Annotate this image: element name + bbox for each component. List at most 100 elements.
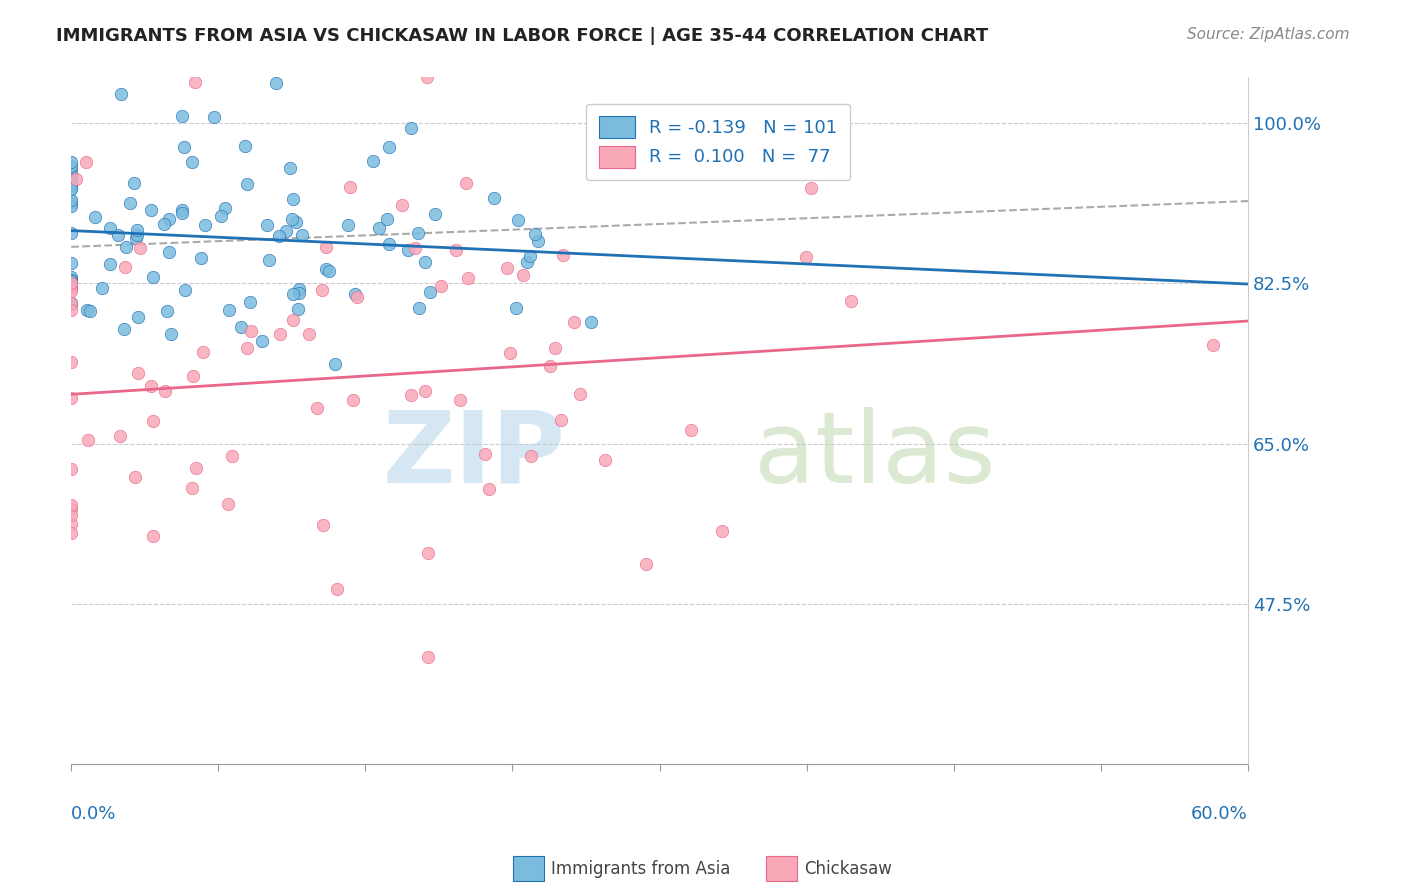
Point bbox=[112, 322, 135, 336]
Text: IMMIGRANTS FROM ASIA VS CHICKASAW IN LABOR FORCE | AGE 35-44 CORRELATION CHART: IMMIGRANTS FROM ASIA VS CHICKASAW IN LAB… bbox=[56, 27, 988, 45]
Point bbox=[430, 278, 453, 293]
Point bbox=[172, 202, 194, 217]
Point bbox=[181, 368, 204, 383]
Point bbox=[474, 447, 496, 461]
Point bbox=[98, 257, 121, 271]
Point bbox=[60, 182, 83, 196]
Point bbox=[60, 279, 83, 293]
Point bbox=[60, 199, 83, 213]
Point bbox=[281, 313, 304, 327]
Point bbox=[142, 414, 165, 428]
Point bbox=[60, 193, 83, 207]
Point bbox=[538, 359, 561, 374]
Point bbox=[269, 229, 291, 244]
Point bbox=[139, 379, 162, 393]
Point bbox=[839, 293, 862, 308]
Point bbox=[236, 341, 259, 355]
Point bbox=[264, 77, 287, 91]
Point bbox=[60, 355, 83, 369]
Point bbox=[415, 384, 437, 399]
Point bbox=[60, 462, 83, 476]
Point bbox=[236, 178, 259, 192]
Point bbox=[90, 281, 112, 295]
Point bbox=[391, 198, 413, 212]
Point bbox=[257, 252, 280, 267]
Point bbox=[60, 159, 83, 173]
Point bbox=[79, 303, 101, 318]
Point bbox=[202, 110, 225, 124]
Point bbox=[416, 70, 439, 85]
Point bbox=[413, 255, 436, 269]
Point bbox=[107, 227, 129, 242]
Point bbox=[127, 366, 149, 380]
Point bbox=[60, 276, 83, 290]
Point bbox=[60, 508, 83, 522]
Point bbox=[114, 260, 136, 274]
Point bbox=[256, 218, 278, 232]
Point bbox=[315, 261, 337, 276]
Point bbox=[110, 87, 132, 101]
Point bbox=[184, 461, 207, 475]
Point bbox=[496, 260, 519, 275]
Point bbox=[276, 223, 298, 237]
Point bbox=[60, 297, 83, 311]
Point bbox=[794, 250, 817, 264]
Point bbox=[60, 296, 83, 310]
Point bbox=[239, 324, 262, 338]
Point bbox=[60, 161, 83, 176]
Point bbox=[550, 413, 572, 427]
Point bbox=[180, 155, 202, 169]
Point bbox=[399, 120, 422, 135]
Point bbox=[235, 59, 257, 73]
Point bbox=[478, 482, 501, 496]
Point bbox=[60, 168, 83, 182]
Point bbox=[60, 281, 83, 295]
Point bbox=[543, 341, 565, 355]
Point bbox=[127, 228, 149, 243]
Point bbox=[174, 283, 197, 297]
Point bbox=[551, 248, 574, 262]
Point bbox=[60, 180, 83, 194]
Point bbox=[377, 211, 399, 226]
Point bbox=[127, 310, 149, 325]
Point bbox=[344, 287, 367, 301]
Point bbox=[581, 315, 603, 329]
Point bbox=[65, 172, 87, 186]
Point bbox=[711, 524, 734, 538]
Point bbox=[346, 290, 368, 304]
Point bbox=[361, 154, 384, 169]
Point bbox=[396, 244, 419, 258]
Point bbox=[311, 283, 333, 297]
Point bbox=[118, 196, 141, 211]
Point bbox=[160, 326, 183, 341]
Point bbox=[60, 499, 83, 513]
Point bbox=[60, 168, 83, 182]
Text: Chickasaw: Chickasaw bbox=[804, 860, 893, 878]
Point bbox=[214, 201, 236, 215]
Point bbox=[634, 557, 657, 571]
Point bbox=[76, 302, 98, 317]
Point bbox=[281, 192, 304, 206]
Point bbox=[155, 384, 177, 399]
Point bbox=[457, 270, 479, 285]
Point bbox=[60, 284, 83, 298]
Point bbox=[318, 263, 340, 277]
Point bbox=[527, 234, 550, 248]
Point bbox=[512, 268, 534, 283]
Text: Immigrants from Asia: Immigrants from Asia bbox=[551, 860, 731, 878]
Point bbox=[519, 249, 541, 263]
Point bbox=[416, 649, 439, 664]
Point bbox=[129, 241, 152, 255]
Point bbox=[307, 401, 329, 416]
Point bbox=[456, 177, 478, 191]
Point bbox=[108, 429, 131, 443]
Text: 0.0%: 0.0% bbox=[72, 805, 117, 823]
Point bbox=[172, 109, 194, 123]
Point bbox=[523, 227, 546, 241]
Point bbox=[125, 223, 148, 237]
Point bbox=[191, 345, 214, 359]
Point bbox=[84, 210, 107, 224]
Point bbox=[337, 218, 360, 232]
Point bbox=[505, 301, 527, 316]
Point bbox=[60, 175, 83, 189]
